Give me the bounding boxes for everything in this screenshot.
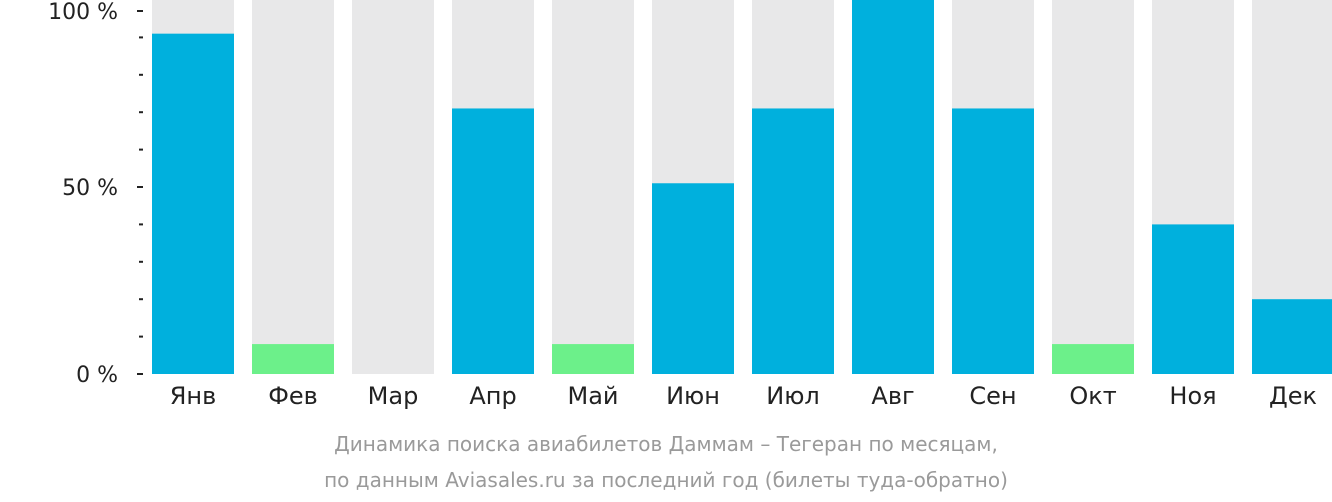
bar-background-10 [1052,0,1134,374]
bar-11 [1152,224,1234,374]
chart-caption-line-2: по данным Aviasales.ru за последний год … [324,468,1008,492]
x-tick-label-8: Авг [871,382,914,410]
x-tick-label-11: Ноя [1169,382,1216,410]
x-tick-label-2: Фев [268,382,318,410]
bar-12 [1252,299,1332,374]
x-tick-label-5: Май [567,382,618,410]
data-bars [152,0,1332,375]
bar-background-3 [352,0,434,374]
bar-8 [852,0,934,374]
bar-4 [452,108,534,375]
x-tick-label-6: Июн [666,382,720,410]
y-tick-label-2: 50 % [62,176,118,201]
bar-7 [752,108,834,375]
bar-5 [552,344,634,374]
x-tick-label-3: Мар [368,382,419,410]
y-tick-label-1: 100 % [48,0,118,25]
y-axis: 100 % 50 % 0 % [48,0,143,388]
bar-6 [652,183,734,374]
bar-2 [252,344,334,374]
bar-10 [1052,344,1134,374]
x-tick-label-12: Дек [1269,382,1317,410]
bar-background-2 [252,0,334,374]
chart-caption-line-1: Динамика поиска авиабилетов Даммам – Тег… [334,432,998,456]
x-tick-label-9: Сен [969,382,1016,410]
x-tick-label-1: Янв [170,382,217,410]
bar-9 [952,108,1034,375]
y-tick-label-3: 0 % [76,363,118,388]
x-tick-label-7: Июл [766,382,820,410]
bar-background-5 [552,0,634,374]
x-axis-labels: Янв Фев Мар Апр Май Июн Июл Авг Сен Окт Ноя Дек [170,382,1317,410]
x-tick-label-4: Апр [469,382,516,410]
bar-1 [152,33,234,374]
x-tick-label-10: Окт [1069,382,1116,410]
